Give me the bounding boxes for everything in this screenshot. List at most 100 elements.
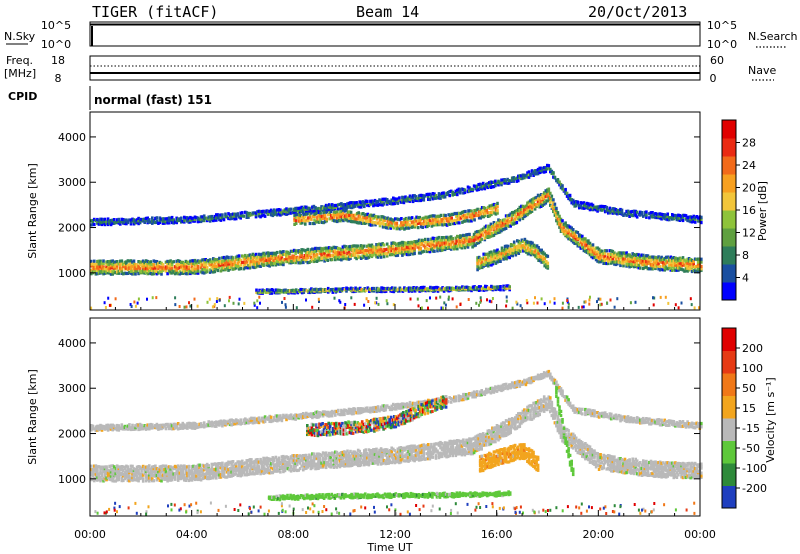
data-cell <box>661 214 665 218</box>
data-cell <box>119 222 122 226</box>
data-cell <box>526 171 529 175</box>
data-cell <box>222 260 226 264</box>
data-cell <box>433 249 436 253</box>
data-cell <box>201 473 204 477</box>
data-cell <box>357 211 360 215</box>
data-cell <box>649 257 653 261</box>
data-cell <box>135 218 139 222</box>
data-cell <box>244 266 247 270</box>
data-cell <box>403 286 406 290</box>
noise-cell <box>447 295 450 299</box>
data-cell <box>230 470 233 474</box>
data-cell <box>412 224 415 229</box>
data-cell <box>526 209 529 213</box>
power-band-upper <box>90 163 703 227</box>
data-cell <box>471 215 475 219</box>
data-cell <box>381 203 384 207</box>
data-cell <box>485 233 488 237</box>
data-cell <box>446 242 450 246</box>
data-cell <box>547 164 551 168</box>
data-cell <box>154 471 157 475</box>
data-cell <box>512 179 515 183</box>
data-cell <box>99 479 102 483</box>
data-cell <box>167 473 171 478</box>
data-cell <box>428 244 432 248</box>
data-cell <box>213 266 217 270</box>
data-cell <box>181 467 185 471</box>
data-cell <box>456 239 459 243</box>
data-cell <box>408 194 412 198</box>
data-cell <box>521 204 525 208</box>
data-cell <box>154 266 157 270</box>
data-cell <box>571 238 575 242</box>
data-cell <box>510 178 514 182</box>
data-cell <box>233 469 236 473</box>
data-cell <box>170 271 174 275</box>
data-cell <box>242 267 246 271</box>
data-cell <box>553 202 557 206</box>
noise-cell <box>284 303 287 307</box>
data-cell <box>491 254 495 258</box>
data-cell <box>664 261 668 265</box>
data-cell <box>146 219 149 223</box>
data-cell <box>497 250 501 254</box>
data-cell <box>386 219 389 223</box>
data-cell <box>533 169 537 173</box>
data-cell <box>160 466 163 470</box>
data-cell <box>674 263 677 267</box>
data-cell <box>681 258 685 263</box>
data-cell <box>482 256 485 260</box>
data-cell <box>526 206 529 210</box>
data-cell <box>427 239 430 243</box>
data-cell <box>369 219 373 223</box>
data-cell <box>394 221 397 225</box>
data-cell <box>692 262 695 266</box>
noise-cell <box>444 303 447 307</box>
data-cell <box>574 200 578 204</box>
data-cell <box>292 210 296 214</box>
data-cell <box>646 259 650 264</box>
data-cell <box>192 476 195 480</box>
data-cell <box>533 198 537 202</box>
data-cell <box>216 467 220 471</box>
data-cell <box>315 259 319 263</box>
noise-cell <box>108 303 111 307</box>
data-cell <box>131 476 134 480</box>
data-cell <box>321 208 325 212</box>
data-cell <box>603 205 607 209</box>
data-cell <box>184 476 188 480</box>
data-cell <box>649 259 653 263</box>
data-cell <box>574 237 578 241</box>
data-cell <box>478 232 482 236</box>
data-cell <box>353 252 357 256</box>
data-cell <box>210 476 214 480</box>
data-cell <box>385 254 389 258</box>
data-cell <box>337 207 340 211</box>
data-cell <box>154 220 157 225</box>
data-cell <box>151 266 154 270</box>
data-cell <box>521 173 525 177</box>
data-cell <box>459 211 463 215</box>
data-cell <box>248 258 252 262</box>
data-cell <box>447 289 450 293</box>
data-cell <box>329 204 332 208</box>
data-cell <box>412 220 415 224</box>
data-cell <box>390 241 393 245</box>
data-cell <box>125 271 128 276</box>
data-cell <box>413 219 417 223</box>
data-cell <box>651 257 654 261</box>
data-cell <box>660 212 663 216</box>
power-data-layer <box>90 163 703 310</box>
data-cell <box>696 257 700 261</box>
data-cell <box>480 265 484 270</box>
data-cell <box>378 202 381 206</box>
data-cell <box>390 289 394 293</box>
data-cell <box>231 464 235 468</box>
data-cell <box>115 260 119 264</box>
data-cell <box>597 252 601 256</box>
data-cell <box>400 217 403 221</box>
data-cell <box>134 263 137 267</box>
data-cell <box>353 248 357 252</box>
noise-cell <box>589 295 591 299</box>
data-cell <box>286 250 290 254</box>
